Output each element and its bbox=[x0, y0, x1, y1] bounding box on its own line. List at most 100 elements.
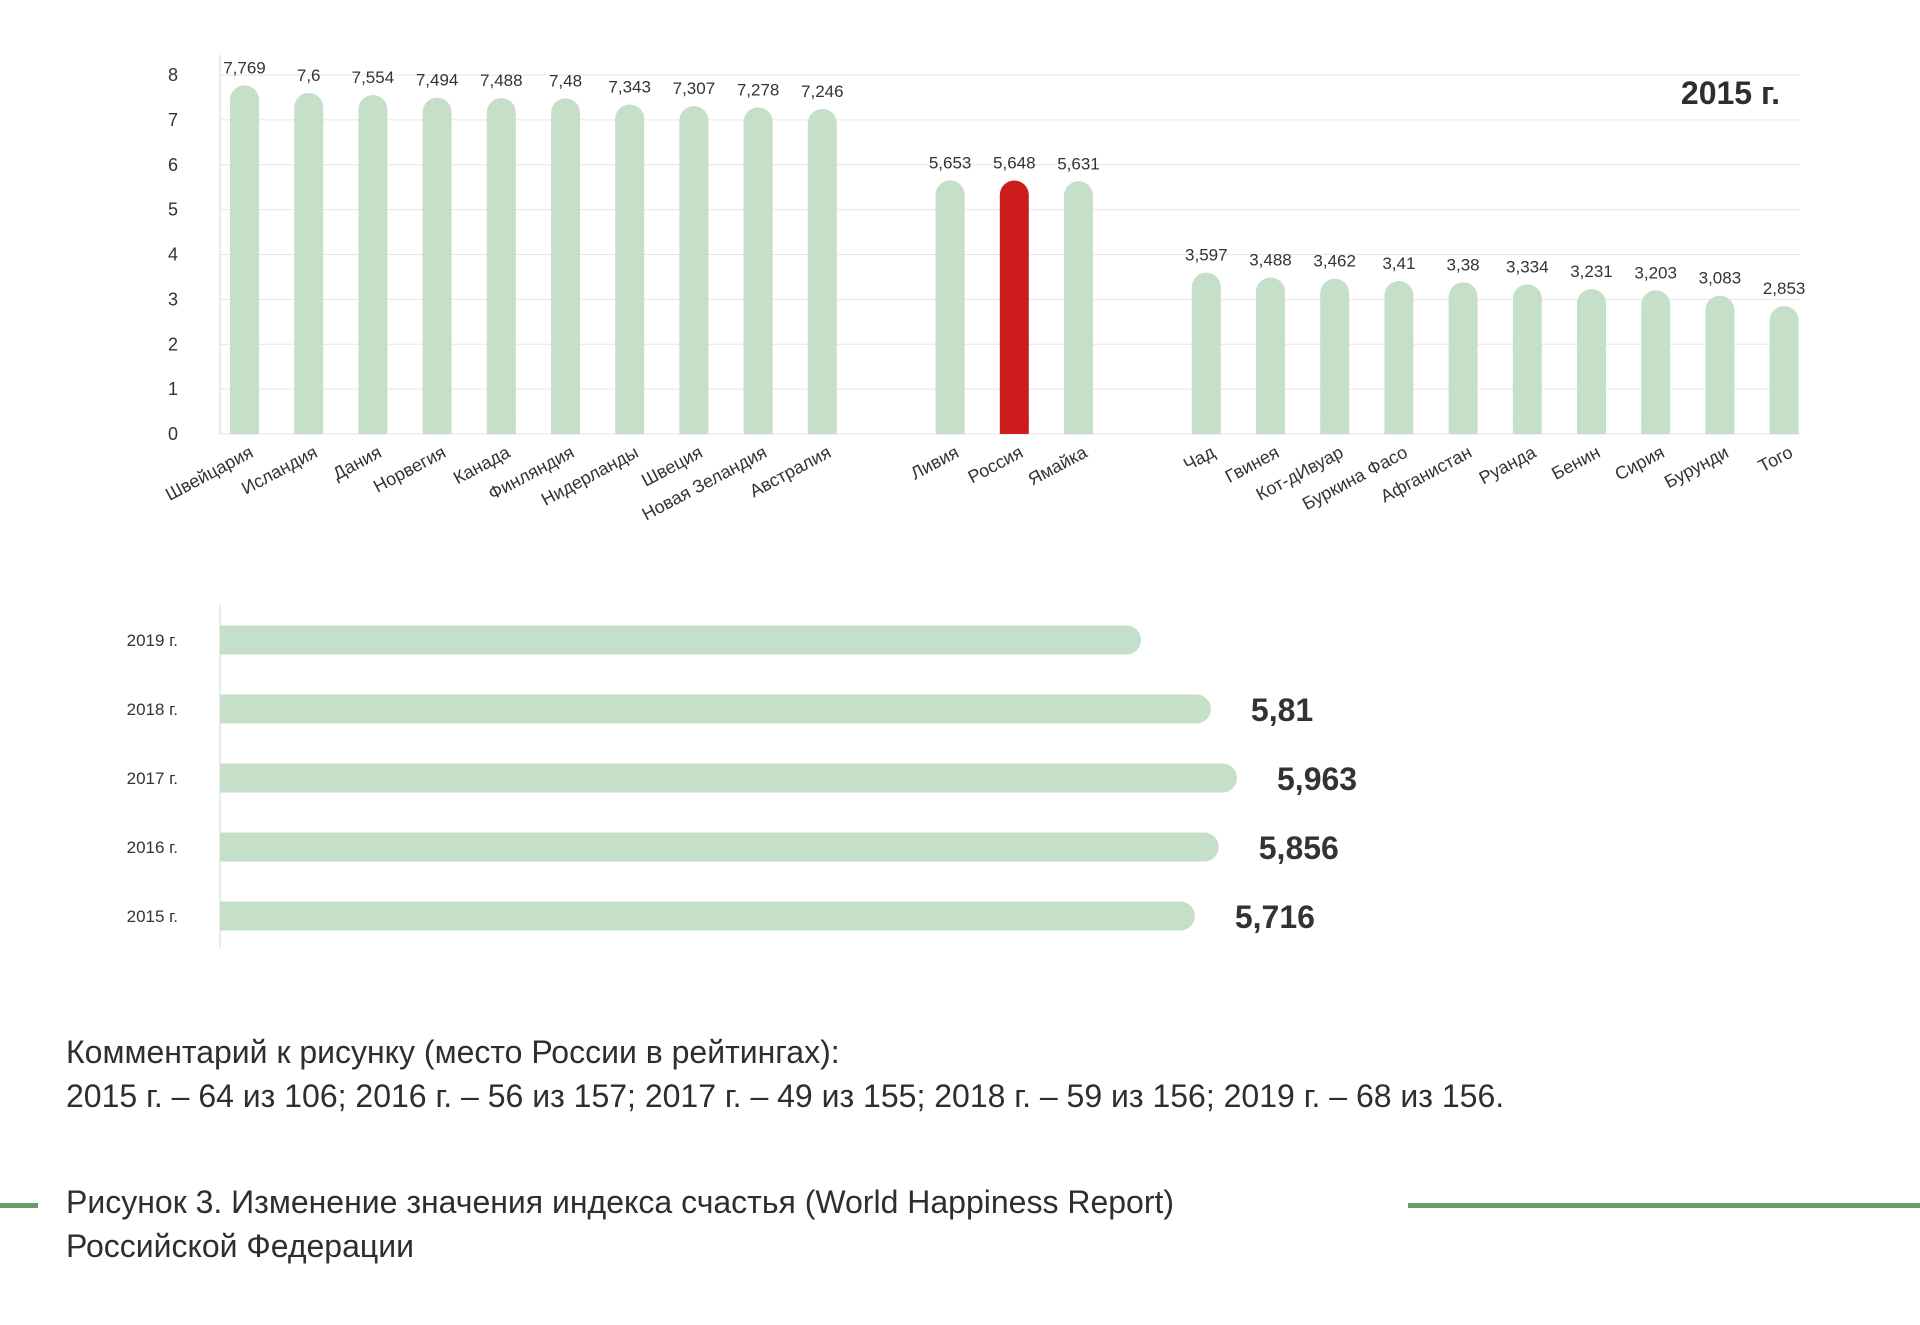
y-axis-ticks: 0 1 2 3 4 5 6 7 8 bbox=[168, 65, 178, 444]
bar bbox=[1256, 277, 1285, 434]
bar-base bbox=[615, 419, 645, 434]
bar-base bbox=[1064, 419, 1093, 434]
bar-value-label: 7,343 bbox=[608, 77, 651, 96]
bar-base bbox=[1448, 419, 1478, 434]
category-label: Россия bbox=[965, 442, 1027, 487]
bar-value-label: 3,231 bbox=[1570, 262, 1613, 281]
category-label: Сирия bbox=[1612, 442, 1668, 484]
bar-value-label: 3,462 bbox=[1313, 252, 1356, 271]
category-label: Бурунди bbox=[1661, 442, 1732, 492]
h-bar bbox=[220, 625, 1141, 655]
bar bbox=[230, 85, 259, 435]
bar bbox=[294, 92, 324, 434]
category-label: Норвегия bbox=[370, 442, 449, 497]
h-bars: 2019 г. 2018 г. 5,81 2017 г. 5,963 2016 г. 5,8… bbox=[127, 625, 1357, 935]
y-tick-label: 3 bbox=[168, 289, 178, 309]
category-label: Ливия bbox=[907, 442, 962, 484]
bar-base bbox=[743, 419, 773, 434]
caption-line-2: Российской Федерации bbox=[66, 1228, 414, 1264]
y-tick-label: 2 bbox=[168, 334, 178, 354]
bar-base bbox=[1641, 419, 1671, 434]
bar bbox=[486, 97, 516, 434]
category-label: Того bbox=[1755, 442, 1796, 476]
h-bar-base bbox=[220, 694, 249, 724]
bar-base bbox=[1577, 419, 1606, 434]
y-tick-label: 6 bbox=[168, 155, 178, 175]
bar bbox=[358, 95, 388, 434]
y-tick-label: 8 bbox=[168, 65, 178, 85]
bar bbox=[679, 106, 709, 434]
bar-value-label: 7,278 bbox=[737, 80, 780, 99]
bar bbox=[1320, 278, 1350, 434]
h-value-label: 5,856 bbox=[1259, 830, 1339, 866]
y-tick-label: 0 bbox=[168, 424, 178, 444]
h-category-label: 2017 г. bbox=[127, 769, 178, 788]
figure-comment: Комментарий к рисунку (место России в ре… bbox=[66, 1030, 1504, 1118]
bar-value-label: 7,488 bbox=[480, 71, 523, 90]
bar-value-label: 3,597 bbox=[1185, 246, 1228, 265]
bar-base bbox=[1191, 419, 1221, 434]
h-bar bbox=[220, 694, 1211, 724]
bar bbox=[1191, 272, 1221, 434]
bar-value-label: 3,38 bbox=[1447, 255, 1480, 274]
bar-value-label: 7,769 bbox=[223, 58, 266, 77]
h-bar bbox=[220, 832, 1219, 862]
bar-base bbox=[679, 419, 709, 434]
h-bar-base bbox=[220, 625, 249, 655]
bar-highlight bbox=[999, 180, 1029, 434]
russia-horizontal-bar-chart: 2019 г. 2018 г. 5,81 2017 г. 5,963 2016 г. 5,8… bbox=[127, 605, 1357, 948]
bar-value-label: 3,203 bbox=[1634, 263, 1677, 282]
value-labels: 7,769 7,6 7,554 7,494 7,488 7,48 7,343 7,307 7,2… bbox=[223, 58, 1805, 298]
bar-value-label: 7,554 bbox=[352, 68, 395, 87]
bar bbox=[422, 97, 452, 434]
bar-base bbox=[1705, 419, 1735, 434]
y-tick-label: 5 bbox=[168, 200, 178, 220]
bar bbox=[935, 180, 965, 434]
bar-base bbox=[1384, 419, 1414, 434]
h-category-label: 2018 г. bbox=[127, 700, 178, 719]
bar bbox=[1641, 290, 1671, 434]
bar-base bbox=[999, 419, 1029, 434]
bar bbox=[1512, 284, 1542, 434]
bar-base bbox=[1320, 419, 1350, 434]
bar-base bbox=[1769, 419, 1799, 434]
bar-base bbox=[294, 419, 324, 434]
caption-rule-left bbox=[0, 1203, 38, 1208]
category-label: Руанда bbox=[1476, 441, 1540, 488]
category-label: Чад bbox=[1180, 442, 1219, 475]
bar bbox=[1705, 295, 1735, 434]
bar-base bbox=[807, 419, 837, 434]
comment-line-2: 2015 г. – 64 из 106; 2016 г. – 56 из 157… bbox=[66, 1078, 1505, 1114]
bars bbox=[230, 85, 1799, 435]
bar bbox=[743, 107, 773, 434]
bar bbox=[615, 104, 645, 434]
bar bbox=[1384, 280, 1414, 434]
y-tick-label: 1 bbox=[168, 379, 178, 399]
h-bar bbox=[220, 763, 1237, 793]
bar-value-label: 7,307 bbox=[673, 79, 716, 98]
bar-base bbox=[1512, 419, 1542, 434]
category-label: Бенин bbox=[1548, 442, 1603, 484]
bar-base bbox=[230, 419, 259, 434]
bar bbox=[807, 108, 837, 434]
h-bar-base bbox=[220, 832, 249, 862]
bar-base bbox=[551, 419, 580, 434]
h-value-label: 5,963 bbox=[1277, 761, 1357, 797]
h-value-label: 5,81 bbox=[1251, 692, 1313, 728]
category-label: Швейцария bbox=[162, 442, 256, 505]
bar-value-label: 3,41 bbox=[1382, 254, 1415, 273]
h-category-label: 2015 г. bbox=[127, 907, 178, 926]
h-bar bbox=[220, 901, 1195, 931]
category-label: Ямайка bbox=[1025, 441, 1092, 489]
chart-year-title: 2015 г. bbox=[1681, 75, 1780, 111]
bar-value-label: 5,631 bbox=[1057, 154, 1100, 173]
bar-value-label: 5,653 bbox=[929, 153, 972, 172]
h-value-label: 5,716 bbox=[1235, 899, 1315, 935]
bar-value-label: 2,853 bbox=[1763, 279, 1806, 298]
bar bbox=[1448, 282, 1478, 434]
figure-caption: Рисунок 3. Изменение значения индекса сч… bbox=[66, 1180, 1174, 1268]
bar-value-label: 3,334 bbox=[1506, 257, 1549, 276]
h-bar-base bbox=[220, 763, 249, 793]
caption-rule-right bbox=[1408, 1203, 1920, 1208]
